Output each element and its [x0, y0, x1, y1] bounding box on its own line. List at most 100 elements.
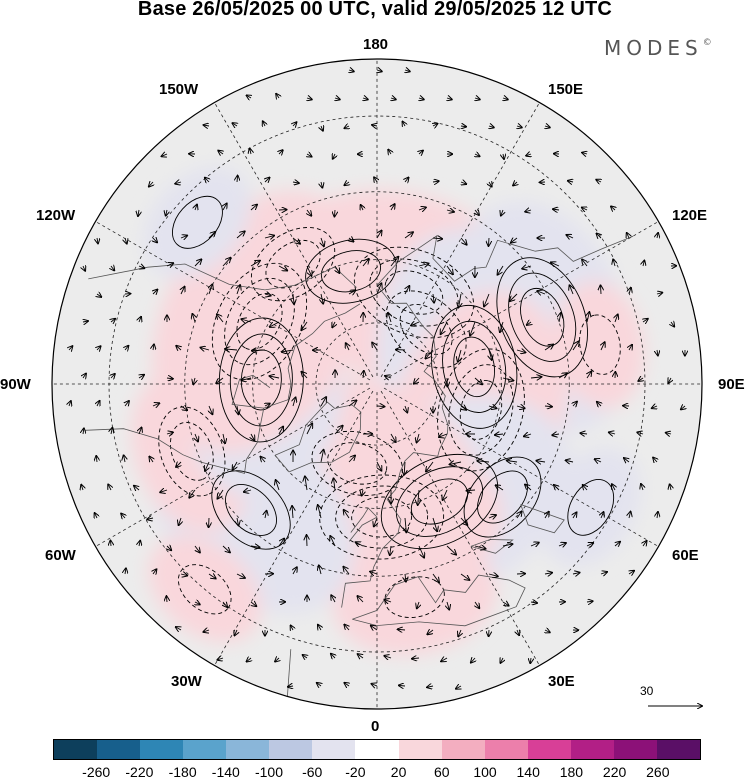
wind-vector [417, 433, 419, 442]
wind-vector [344, 510, 350, 519]
wind-vector [237, 405, 238, 414]
wind-vector [419, 98, 424, 99]
wind-vector [489, 126, 494, 127]
contour-line [224, 277, 295, 366]
wind-vector [488, 574, 498, 576]
wind-vector [222, 258, 230, 267]
wind-vector [545, 630, 550, 632]
wind-vector [343, 567, 350, 575]
wind-vector [279, 427, 283, 435]
wind-vector [513, 182, 517, 185]
wind-vector [391, 98, 396, 99]
wind-vector [627, 233, 629, 238]
wind-vector [138, 209, 139, 216]
wind-vector [83, 428, 84, 435]
wind-vector [566, 460, 574, 462]
wind-vector [377, 461, 381, 471]
wind-vector [111, 374, 115, 378]
wind-vector [97, 346, 101, 350]
colorbar-tick-label: -60 [302, 764, 323, 780]
lon-label-30e: 30E [548, 673, 575, 690]
wind-vector [432, 181, 439, 182]
wind-vector [372, 343, 377, 351]
wind-vector [611, 206, 615, 210]
contour-line [399, 303, 453, 355]
wind-vector [670, 484, 671, 491]
wind-vector [264, 294, 271, 296]
colorbar-swatch [140, 740, 184, 759]
wind-vector [500, 658, 503, 663]
wind-vector [348, 456, 355, 463]
wind-vector [134, 486, 139, 490]
wind-vector [166, 432, 173, 434]
wind-vector [307, 98, 312, 99]
wind-vector [377, 70, 382, 71]
wind-vector [241, 319, 252, 322]
wind-vector [108, 485, 111, 490]
wind-vector [572, 573, 580, 574]
wind-vector [321, 450, 324, 463]
wind-vector [344, 182, 349, 185]
wind-vector [319, 565, 321, 575]
wind-vector [530, 543, 539, 546]
colorbar-tick-label: -220 [125, 764, 154, 780]
wind-vector [321, 181, 322, 188]
contour-line [250, 227, 336, 302]
colorbar-tick-label: 140 [516, 764, 540, 780]
wind-vector [362, 489, 363, 496]
wind-vector [292, 182, 299, 183]
wind-vector [293, 293, 294, 304]
wind-vector [525, 210, 532, 212]
wind-vector [398, 629, 406, 630]
wind-vector [346, 343, 349, 351]
wind-vector [498, 265, 504, 275]
wind-vector [291, 626, 293, 630]
wind-vector [335, 265, 339, 273]
wind-vector [580, 433, 588, 434]
lon-label-60w: 60W [45, 547, 76, 564]
lon-label-150w: 150W [159, 81, 199, 98]
wind-vector [587, 312, 589, 323]
wind-vector [388, 313, 391, 323]
wind-vector [587, 372, 591, 379]
wind-vector [597, 402, 601, 406]
wind-vector [467, 490, 476, 491]
contour-line [430, 304, 518, 429]
wind-vector [247, 658, 251, 662]
colorbar-swatch [269, 740, 313, 759]
wind-vector [433, 293, 434, 303]
wind-vector [189, 489, 196, 498]
wind-vector [624, 458, 629, 462]
wind-vector [572, 341, 579, 351]
wind-vector [399, 685, 406, 686]
wind-vector [344, 683, 349, 686]
wind-vector [418, 489, 419, 505]
colorbar-swatch [441, 740, 485, 759]
wind-vector [411, 322, 420, 325]
wind-vector [139, 266, 144, 268]
wind-vector [278, 539, 284, 547]
wind-vector [331, 595, 335, 603]
wind-vector [330, 536, 336, 547]
wind-vector [83, 321, 88, 322]
wind-vector [293, 567, 297, 575]
wind-vector [474, 546, 485, 549]
wind-vector [439, 434, 448, 437]
colorbar-tick-label: 100 [473, 764, 497, 780]
wind-vector [97, 238, 98, 243]
wind-vector [414, 377, 419, 384]
wind-vector [153, 238, 157, 242]
wind-vector [149, 457, 153, 462]
contour-line [229, 333, 293, 427]
wind-vector [276, 480, 279, 491]
wind-vector [236, 574, 245, 578]
contour-line [437, 348, 525, 472]
wind-vector [167, 546, 171, 550]
wind-vector [318, 505, 321, 519]
wind-vector [237, 285, 240, 295]
coastline [274, 401, 362, 473]
lon-label-0: 0 [371, 718, 380, 735]
wind-vector [405, 286, 409, 295]
lon-label-30w: 30W [171, 673, 202, 690]
wind-vector [385, 376, 392, 378]
